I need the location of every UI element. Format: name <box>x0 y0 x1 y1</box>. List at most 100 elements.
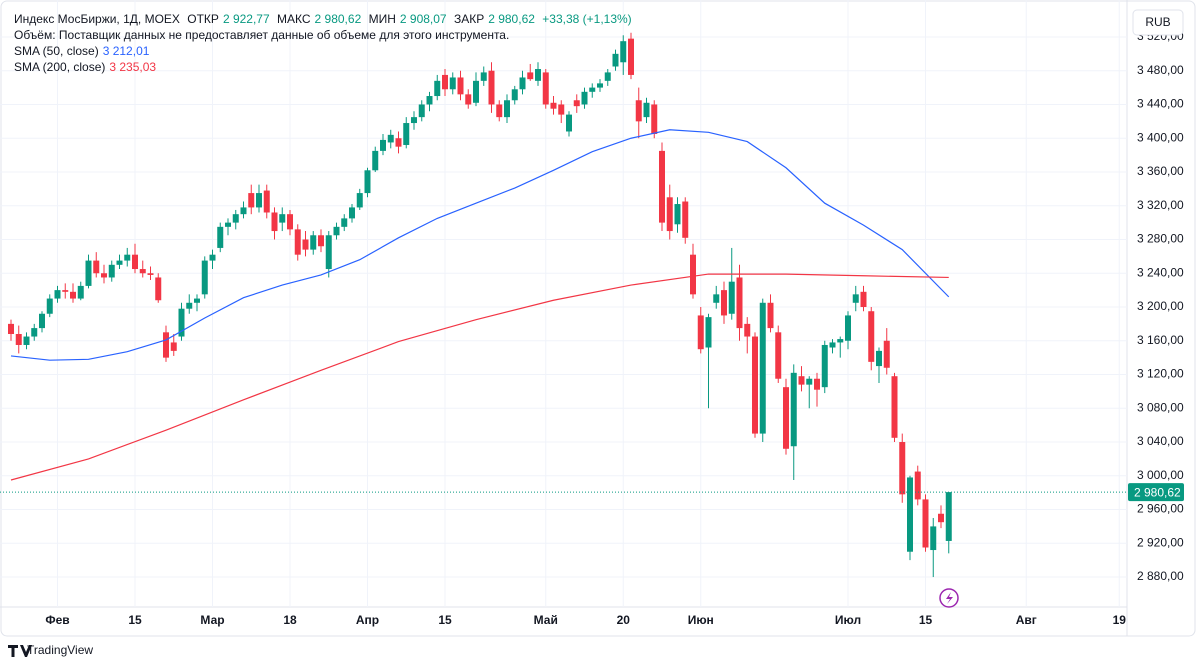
high-value: 2 980,62 <box>314 12 362 26</box>
candle-body <box>914 471 921 500</box>
candle-body <box>821 344 828 388</box>
candle-body <box>635 100 642 122</box>
candle-body <box>418 104 425 118</box>
high-label: МАКС <box>277 12 311 26</box>
y-tick-label: 3 120,00 <box>1137 367 1184 381</box>
sma-legend: SMA (200, close) 3 235,03 <box>14 60 160 74</box>
candle-body <box>155 277 162 301</box>
candle-body <box>108 264 115 278</box>
candle-body <box>387 134 394 143</box>
sma-legend: SMA (50, close) 3 212,01 <box>14 44 153 58</box>
candle-body <box>465 94 472 105</box>
candle-body <box>46 298 53 314</box>
candle-body <box>938 513 944 523</box>
y-tick-label: 3 280,00 <box>1137 232 1184 246</box>
candle-body <box>93 260 100 274</box>
candle-body <box>736 277 743 329</box>
candle-body <box>271 212 278 232</box>
brand: TradingView <box>27 643 93 657</box>
candle-body <box>349 207 355 219</box>
open-value: 2 922,77 <box>222 12 270 26</box>
x-tick-label: 15 <box>128 613 142 627</box>
candle-body <box>682 201 689 238</box>
x-tick-label: 15 <box>438 613 452 627</box>
y-tick-label: 3 440,00 <box>1137 97 1184 111</box>
sma-line <box>10 273 949 481</box>
candle-body <box>868 311 875 362</box>
candle-body <box>62 290 69 292</box>
candle-body <box>783 387 789 449</box>
candle-body <box>186 302 193 309</box>
price-badge <box>1128 483 1184 502</box>
candle-body <box>341 218 348 227</box>
candle-body <box>511 89 518 101</box>
candle-body <box>31 328 38 337</box>
candle-body <box>519 77 526 90</box>
candle-body <box>651 104 658 135</box>
candle-body <box>333 226 340 236</box>
candle-body <box>666 197 673 232</box>
x-tick-label: 15 <box>919 613 933 627</box>
candle-body <box>473 80 479 103</box>
candle-body <box>566 114 572 132</box>
currency-button[interactable] <box>1132 9 1184 36</box>
candle-body <box>930 526 937 551</box>
volume-note: Объём: Поставщик данных не предоставляет… <box>14 28 510 42</box>
candle-body <box>15 334 22 345</box>
candle-body <box>395 138 402 147</box>
candle-body <box>139 269 146 274</box>
candle-body <box>256 193 262 208</box>
candle-body <box>411 117 417 124</box>
y-tick-label: 3 160,00 <box>1137 333 1184 347</box>
y-tick-label: 3 400,00 <box>1137 130 1184 144</box>
x-tick-label: Апр <box>356 613 379 627</box>
candle-body <box>790 372 797 447</box>
symbol: Индекс МосБиржи, 1Д, MOEX <box>14 12 180 26</box>
candle-body <box>945 492 952 541</box>
x-tick-label: Фев <box>45 613 69 627</box>
candle-body <box>852 294 859 303</box>
y-tick-label: 3 320,00 <box>1137 198 1184 212</box>
candle-body <box>201 260 208 295</box>
candle-body <box>442 74 448 90</box>
x-tick-label: Июл <box>835 613 861 627</box>
candle-body <box>147 273 154 275</box>
candle-body <box>728 281 735 314</box>
candle-body <box>287 214 293 230</box>
candle-body <box>775 332 782 379</box>
candle-body <box>659 150 665 223</box>
y-tick-label: 3 000,00 <box>1137 468 1184 482</box>
candle-body <box>325 235 332 270</box>
y-tick-label: 2 920,00 <box>1137 535 1184 549</box>
candle-body <box>279 214 286 223</box>
candle-body <box>550 102 557 109</box>
candle-body <box>194 298 200 303</box>
candle-body <box>248 193 255 208</box>
y-tick-label: 3 240,00 <box>1137 265 1184 279</box>
candle-body <box>922 499 929 548</box>
sma-name: SMA (200, close) <box>14 60 106 74</box>
sma-value: 3 212,01 <box>102 44 150 58</box>
candle-body <box>225 222 231 227</box>
candle-body <box>488 70 495 105</box>
candle-body <box>294 229 301 255</box>
candle-body <box>883 340 890 368</box>
y-tick-label: 3 200,00 <box>1137 299 1184 313</box>
candle-body <box>449 77 456 90</box>
open-label: ОТКР <box>187 12 219 26</box>
candle-body <box>170 342 177 351</box>
candle-body <box>535 69 541 81</box>
event-bolt <box>946 592 953 604</box>
candle-body <box>504 100 510 118</box>
candle-body <box>54 290 61 299</box>
y-tick-label: 2 880,00 <box>1137 569 1184 583</box>
x-tick-label: Июн <box>688 613 714 627</box>
x-tick-label: 18 <box>283 613 297 627</box>
y-tick-label: 2 960,00 <box>1137 502 1184 516</box>
currency[interactable]: RUB <box>1145 15 1170 29</box>
candle-body <box>116 260 123 265</box>
candle-body <box>628 38 634 75</box>
x-tick-label: Авг <box>1016 613 1037 627</box>
candle-body <box>380 139 386 151</box>
candle-body <box>434 80 441 97</box>
